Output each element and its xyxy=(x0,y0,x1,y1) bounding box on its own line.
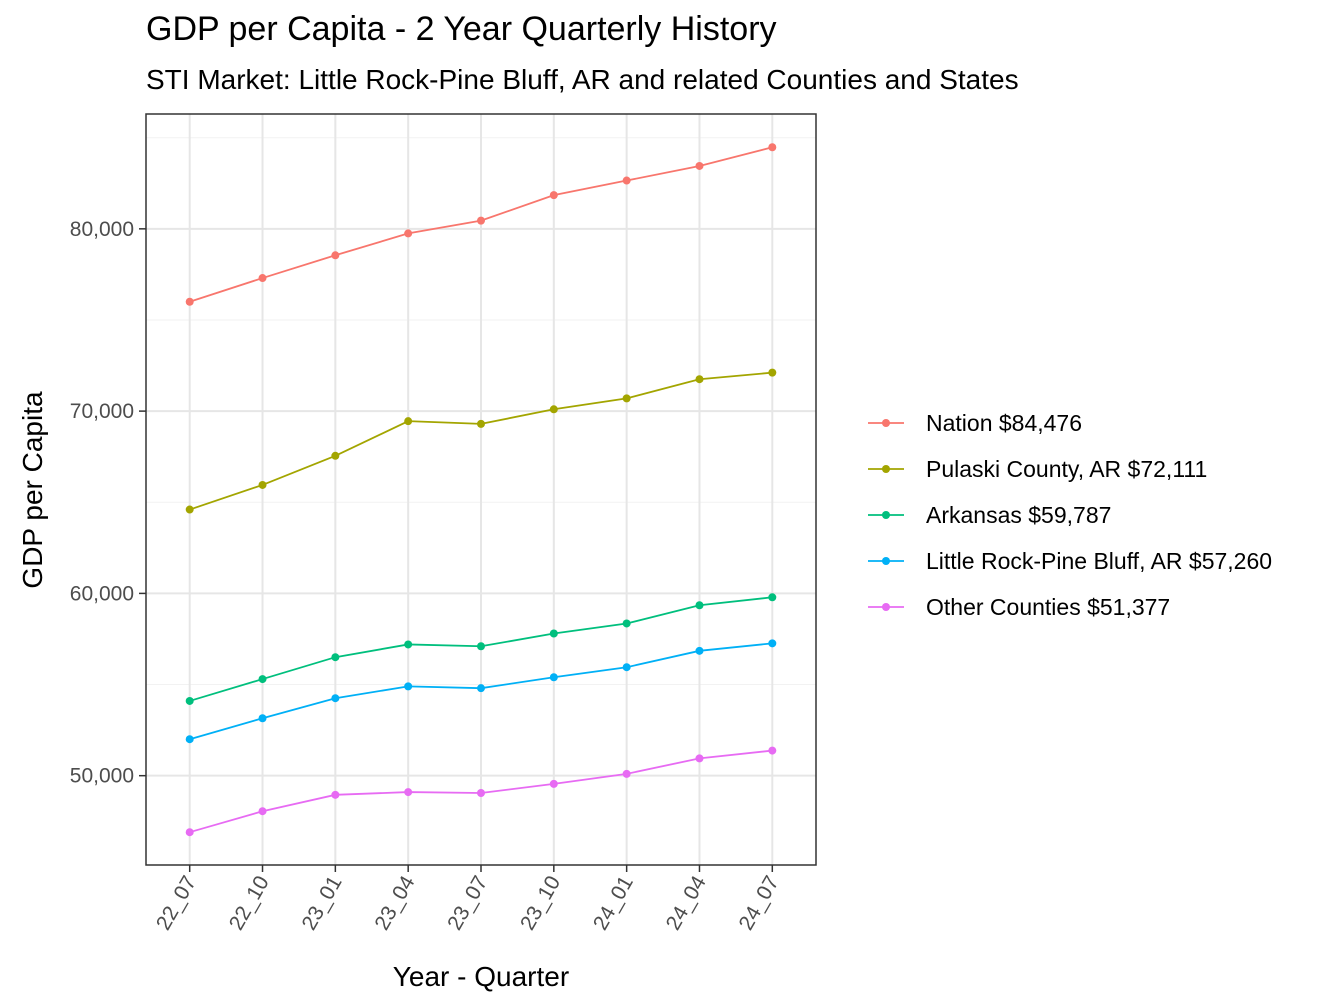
data-point xyxy=(185,297,194,306)
legend-label: Little Rock-Pine Bluff, AR $57,260 xyxy=(926,548,1272,574)
data-point xyxy=(258,274,267,283)
data-point xyxy=(331,653,340,662)
data-point xyxy=(622,176,631,185)
y-axis: 50,000 60,000 70,000 80,000 xyxy=(70,218,146,788)
data-point xyxy=(331,790,340,799)
series-0 xyxy=(185,143,777,306)
legend: Nation $84,476 Pulaski County, AR $72,111… xyxy=(868,410,1272,620)
data-point xyxy=(477,684,485,693)
data-point xyxy=(258,675,267,684)
series-4 xyxy=(185,746,777,837)
data-point xyxy=(404,229,413,238)
legend-item: Nation $84,476 xyxy=(868,410,1082,436)
legend-label: Nation $84,476 xyxy=(926,410,1082,436)
data-point xyxy=(331,694,340,703)
legend-key-point xyxy=(882,465,890,473)
x-tick-label: 22_07 xyxy=(152,872,201,934)
data-point xyxy=(549,673,558,682)
x-axis-title: Year - Quarter xyxy=(393,961,569,992)
data-point xyxy=(185,696,194,705)
data-point xyxy=(695,161,704,170)
x-tick-label: 23_01 xyxy=(298,872,347,934)
data-point xyxy=(185,735,194,744)
series-layer xyxy=(185,143,777,837)
data-point xyxy=(404,788,413,797)
data-point xyxy=(477,216,485,225)
legend-item: Pulaski County, AR $72,111 xyxy=(868,456,1207,482)
data-point xyxy=(622,619,631,628)
data-point xyxy=(768,746,777,755)
data-point xyxy=(477,642,485,651)
legend-key-point xyxy=(882,511,890,519)
legend-item: Little Rock-Pine Bluff, AR $57,260 xyxy=(868,548,1272,574)
y-tick-label: 60,000 xyxy=(70,582,134,605)
chart-title: GDP per Capita - 2 Year Quarterly Histor… xyxy=(146,10,777,48)
data-point xyxy=(185,828,194,837)
series-2 xyxy=(185,593,777,705)
legend-item: Other Counties $51,377 xyxy=(868,594,1170,620)
data-point xyxy=(549,191,558,200)
legend-item: Arkansas $59,787 xyxy=(868,502,1111,528)
data-point xyxy=(331,251,340,260)
data-point xyxy=(622,769,631,778)
data-point xyxy=(404,417,413,426)
chart-subtitle: STI Market: Little Rock-Pine Bluff, AR a… xyxy=(146,64,1019,95)
data-point xyxy=(404,640,413,649)
x-tick-label: 24_07 xyxy=(735,872,784,934)
data-point xyxy=(477,419,485,428)
series-3 xyxy=(185,639,777,744)
series-1 xyxy=(185,368,777,514)
y-axis-title: GDP per Capita xyxy=(17,391,48,589)
data-point xyxy=(185,505,194,514)
data-point xyxy=(622,394,631,403)
data-point xyxy=(549,629,558,638)
data-point xyxy=(695,754,704,763)
x-tick-label: 23_04 xyxy=(370,872,419,934)
data-point xyxy=(549,779,558,788)
major-gridlines xyxy=(146,114,816,865)
data-point xyxy=(258,480,267,489)
x-tick-label: 23_10 xyxy=(516,872,565,934)
data-point xyxy=(477,788,485,797)
data-point xyxy=(695,601,704,610)
legend-key-point xyxy=(882,557,890,565)
legend-label: Other Counties $51,377 xyxy=(926,594,1170,620)
data-point xyxy=(768,593,777,602)
data-point xyxy=(622,663,631,672)
x-tick-label: 22_10 xyxy=(225,872,274,934)
x-tick-label: 23_07 xyxy=(443,872,492,934)
data-point xyxy=(768,639,777,648)
y-tick-label: 50,000 xyxy=(70,765,134,788)
x-tick-label: 24_01 xyxy=(589,872,638,934)
legend-key-point xyxy=(882,603,890,611)
y-tick-label: 80,000 xyxy=(70,218,134,241)
x-tick-label: 24_04 xyxy=(662,872,711,934)
legend-label: Pulaski County, AR $72,111 xyxy=(926,456,1207,482)
y-tick-label: 70,000 xyxy=(70,400,134,423)
data-point xyxy=(695,646,704,655)
data-point xyxy=(768,143,777,152)
data-point xyxy=(768,368,777,377)
data-point xyxy=(258,714,267,723)
legend-key-point xyxy=(882,419,890,427)
data-point xyxy=(258,807,267,816)
data-point xyxy=(695,375,704,384)
data-point xyxy=(404,682,413,691)
data-point xyxy=(549,405,558,414)
x-axis: 22_07 22_10 23_01 23_04 23_07 23_10 24_01 24_04… xyxy=(152,865,784,934)
data-point xyxy=(331,451,340,460)
legend-label: Arkansas $59,787 xyxy=(926,502,1111,528)
